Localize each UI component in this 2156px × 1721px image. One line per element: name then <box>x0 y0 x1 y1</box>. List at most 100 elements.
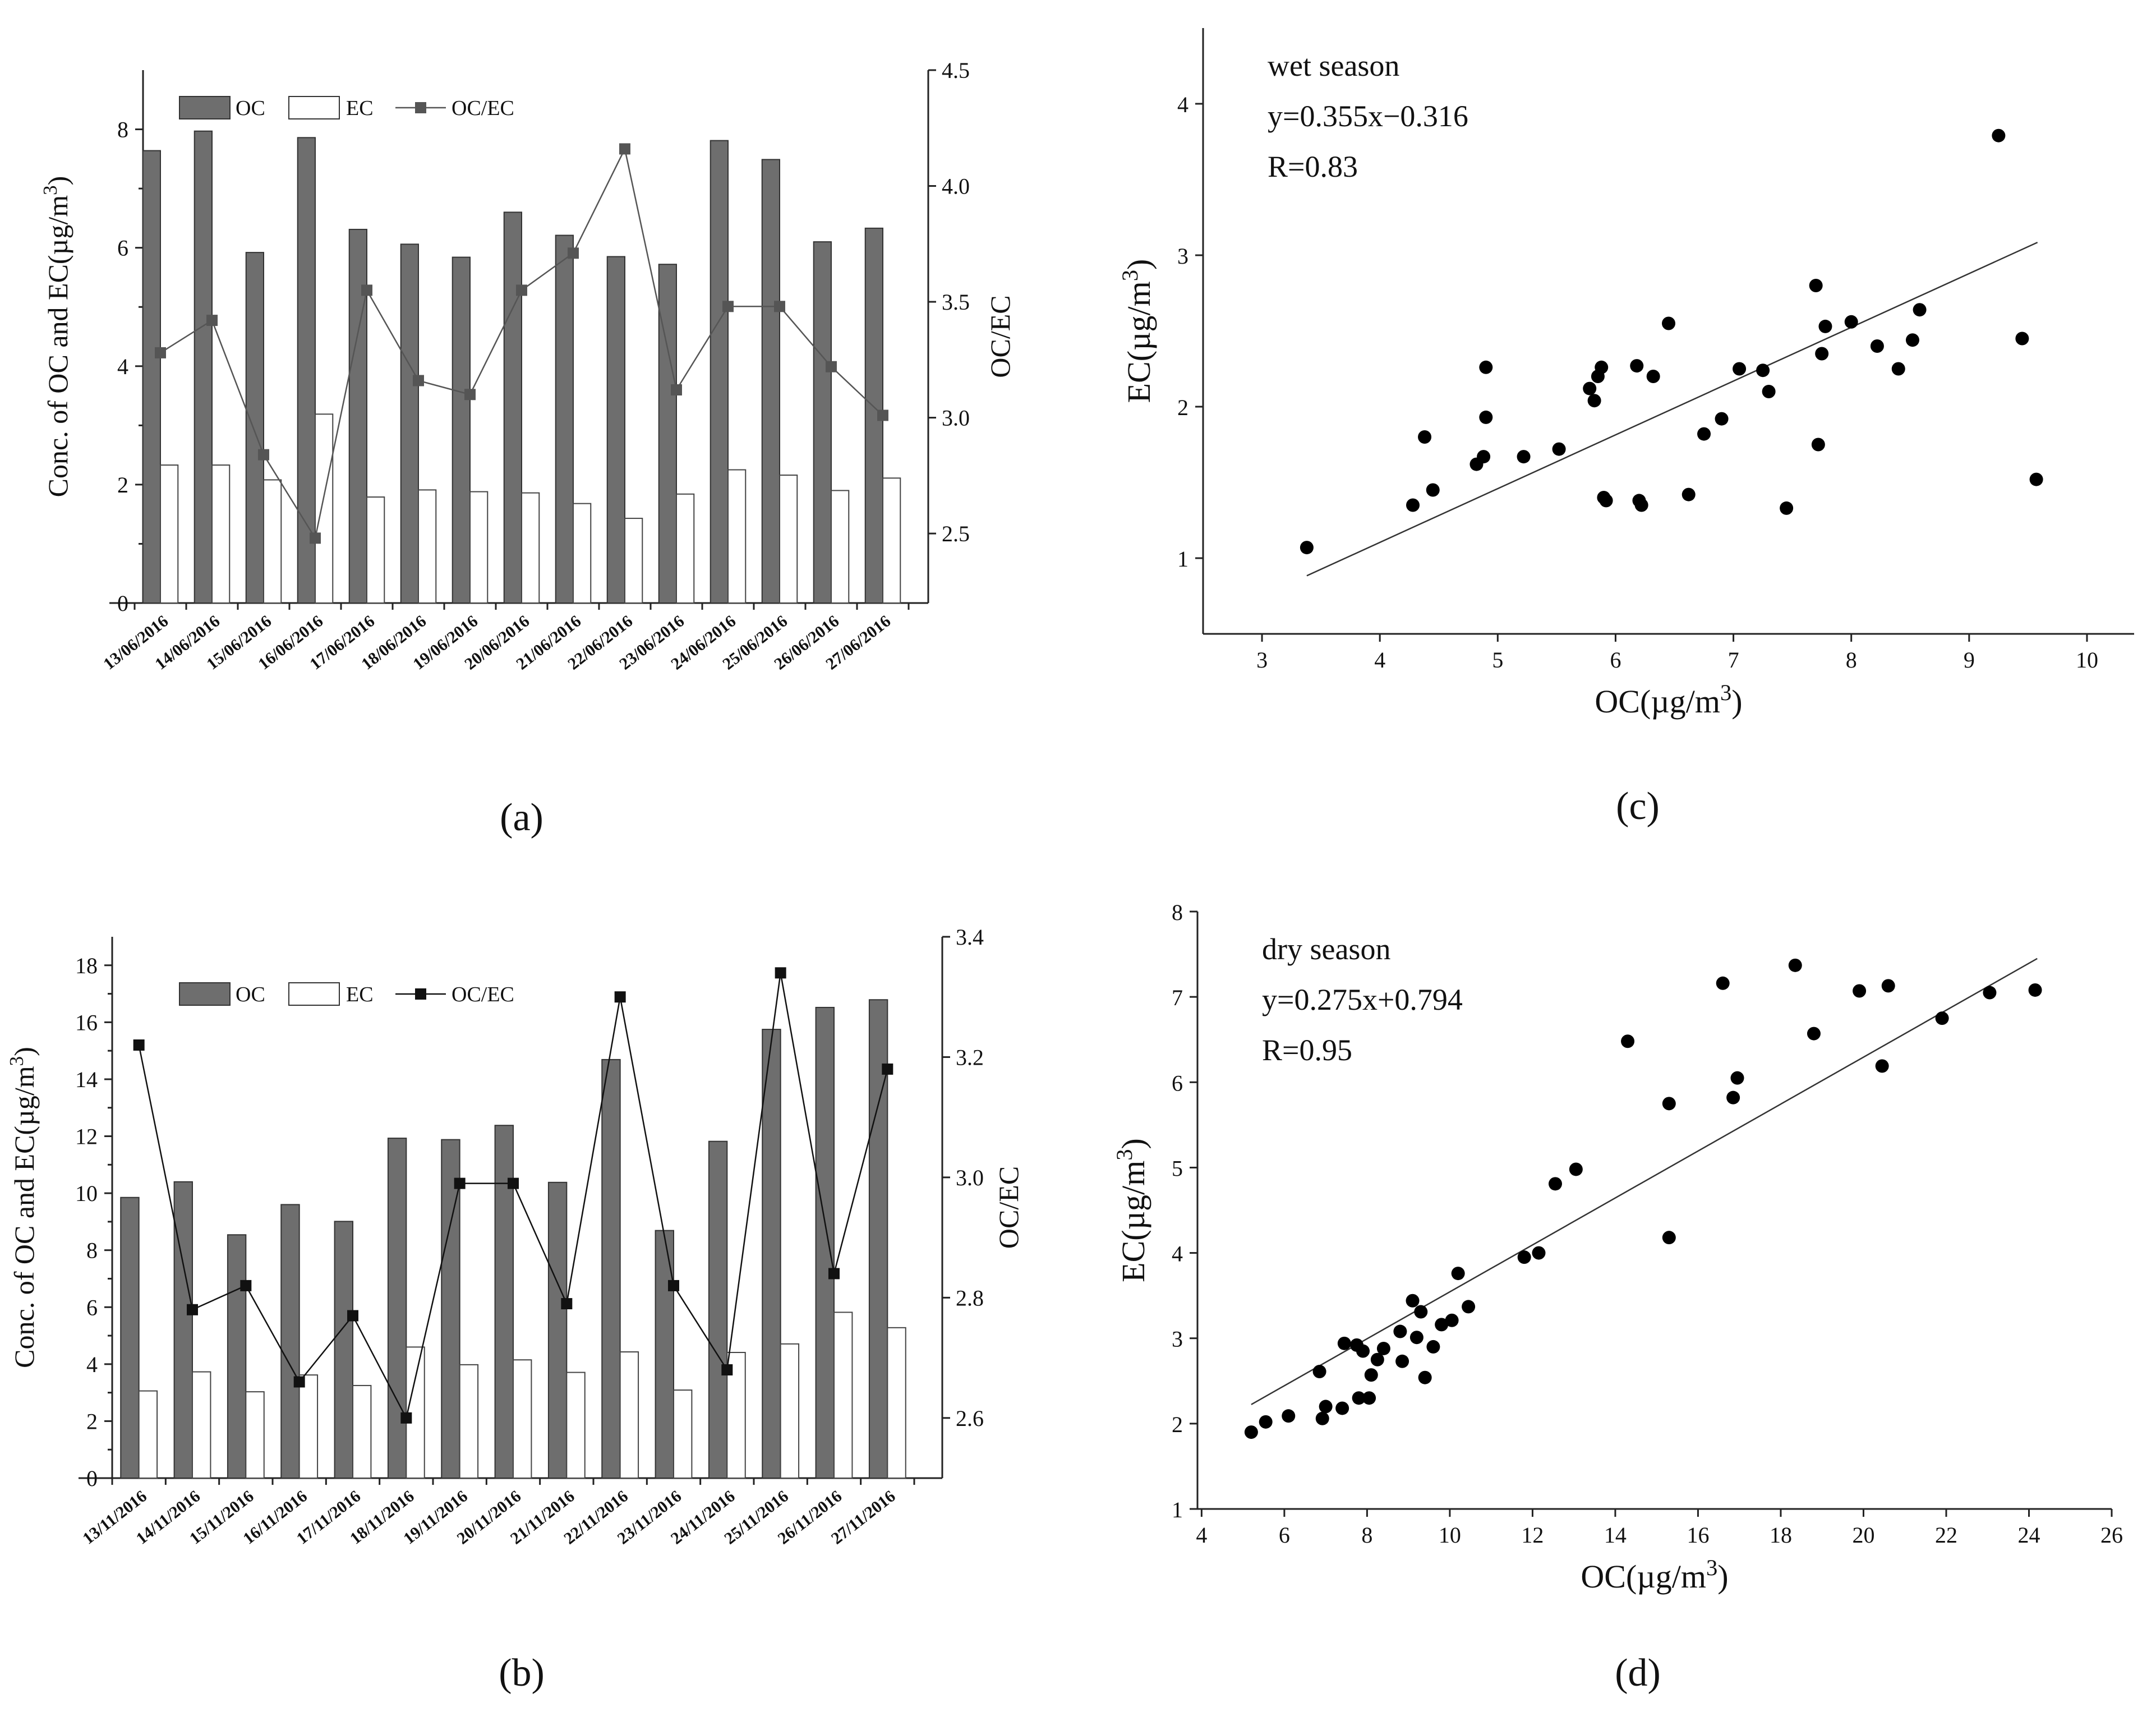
marker-oc-ec <box>206 315 218 326</box>
scatter-point <box>1662 1097 1676 1111</box>
scatter-point <box>1451 1267 1465 1281</box>
x-tick-label: 10 <box>2076 647 2098 673</box>
scatter-point <box>1312 1365 1326 1379</box>
marker-oc-ec <box>293 1376 305 1388</box>
y-axis-label: EC(µg/m3) <box>1117 259 1158 403</box>
y-tick-label: 8 <box>86 1238 98 1263</box>
marker-oc-ec <box>155 347 166 358</box>
scatter-point <box>1913 303 1927 317</box>
scatter-point <box>2028 983 2042 997</box>
scatter-point <box>1587 394 1601 408</box>
scatter-point <box>1337 1336 1351 1350</box>
marker-oc-ec <box>671 384 682 395</box>
y2-tick-label: 3.5 <box>942 289 970 315</box>
x-tick-label: 12 <box>1521 1522 1544 1548</box>
legend-label-oc-ec: OC/EC <box>452 983 514 1006</box>
y-tick-label: 12 <box>75 1124 98 1149</box>
y-tick-label: 2 <box>117 472 128 498</box>
bar-ec <box>624 518 643 604</box>
bar-ec <box>138 1390 158 1479</box>
bar-ec <box>780 1343 800 1479</box>
y2-tick-label: 2.8 <box>956 1285 984 1310</box>
bar-ec <box>779 475 798 604</box>
y-axis-label: Conc. of OC and EC(µg/m3) <box>6 1047 40 1368</box>
scatter-point <box>1376 1341 1390 1355</box>
annotation-1: y=0.355x−0.316 <box>1268 99 1468 133</box>
scatter-point <box>1548 1177 1562 1191</box>
legend-label-ec: EC <box>346 96 374 120</box>
scatter-point <box>1733 362 1747 376</box>
scatter-point <box>1807 1027 1821 1041</box>
bar-ec <box>211 464 231 604</box>
x-tick-label: 18 <box>1770 1522 1792 1548</box>
bar-ec <box>887 1327 906 1479</box>
legend-label-ec: EC <box>346 983 374 1006</box>
bar-oc <box>761 159 780 604</box>
scatter-point <box>1870 339 1884 353</box>
annotation-1: y=0.275x+0.794 <box>1262 983 1463 1016</box>
marker-oc-ec <box>454 1177 466 1189</box>
legend-marker-oc-ec <box>415 988 426 1000</box>
scatter-point <box>1517 450 1531 464</box>
scatter-point <box>1634 498 1648 512</box>
y-tick-label: 7 <box>1172 985 1183 1010</box>
scatter-point <box>1716 976 1730 990</box>
y-tick-label: 2 <box>1172 1412 1183 1437</box>
marker-oc-ec <box>133 1039 145 1051</box>
bar-oc <box>658 264 677 604</box>
marker-oc-ec <box>826 361 837 372</box>
scatter-point <box>1426 1340 1440 1354</box>
panel-label-d: (d) <box>1615 1651 1661 1695</box>
bar-oc <box>708 1140 728 1479</box>
marker-oc-ec <box>464 389 476 401</box>
y-tick-label: 14 <box>75 1067 98 1092</box>
bar-oc <box>194 130 213 604</box>
panel-label-b: (b) <box>499 1651 545 1695</box>
marker-oc-ec <box>568 247 579 259</box>
scatter-point <box>1756 363 1770 378</box>
legend-label-oc-ec: OC/EC <box>452 96 514 120</box>
scatter-point <box>1569 1162 1583 1176</box>
scatter-point <box>1875 1059 1889 1073</box>
scatter-point <box>1891 362 1905 376</box>
scatter-point <box>1462 1300 1476 1314</box>
marker-oc-ec <box>361 284 372 296</box>
bar-oc <box>452 256 471 604</box>
y-tick-label: 6 <box>1172 1070 1183 1096</box>
panel-label-c: (c) <box>1616 785 1660 828</box>
fit-line <box>1306 241 2038 577</box>
scatter-point <box>1595 360 1609 374</box>
bar-oc <box>555 234 574 604</box>
scatter-point <box>1630 359 1644 373</box>
scatter-point <box>1715 412 1729 426</box>
scatter-point <box>1435 1318 1449 1332</box>
scatter-point <box>1762 385 1776 398</box>
scatter-point <box>1583 381 1597 395</box>
marker-oc-ec <box>775 967 786 979</box>
marker-oc-ec <box>347 1310 358 1322</box>
y2-tick-label: 3.2 <box>956 1044 984 1070</box>
legend-swatch-ec <box>288 96 340 119</box>
scatter-point <box>1300 541 1314 555</box>
bar-oc <box>142 150 162 604</box>
scatter-point <box>1406 498 1420 512</box>
bar-ec <box>831 490 850 604</box>
y-tick-label: 0 <box>86 1466 98 1491</box>
scatter-point <box>1364 1368 1378 1382</box>
bar-oc <box>334 1221 354 1479</box>
bar-oc <box>280 1204 300 1479</box>
bar-ec <box>521 492 540 604</box>
marker-oc-ec <box>310 532 321 544</box>
bar-ec <box>459 1364 479 1479</box>
scatter-point <box>1730 1071 1744 1085</box>
y-tick-label: 10 <box>75 1181 98 1206</box>
bar-ec <box>513 1359 532 1479</box>
bar-ec <box>160 464 179 604</box>
y2-tick-label: 4.5 <box>942 58 970 83</box>
marker-oc-ec <box>877 409 888 421</box>
bar-oc <box>813 241 832 604</box>
bar-oc <box>245 252 265 604</box>
x-tick-label: 6 <box>1279 1522 1290 1548</box>
scatter-point <box>1282 1409 1296 1423</box>
